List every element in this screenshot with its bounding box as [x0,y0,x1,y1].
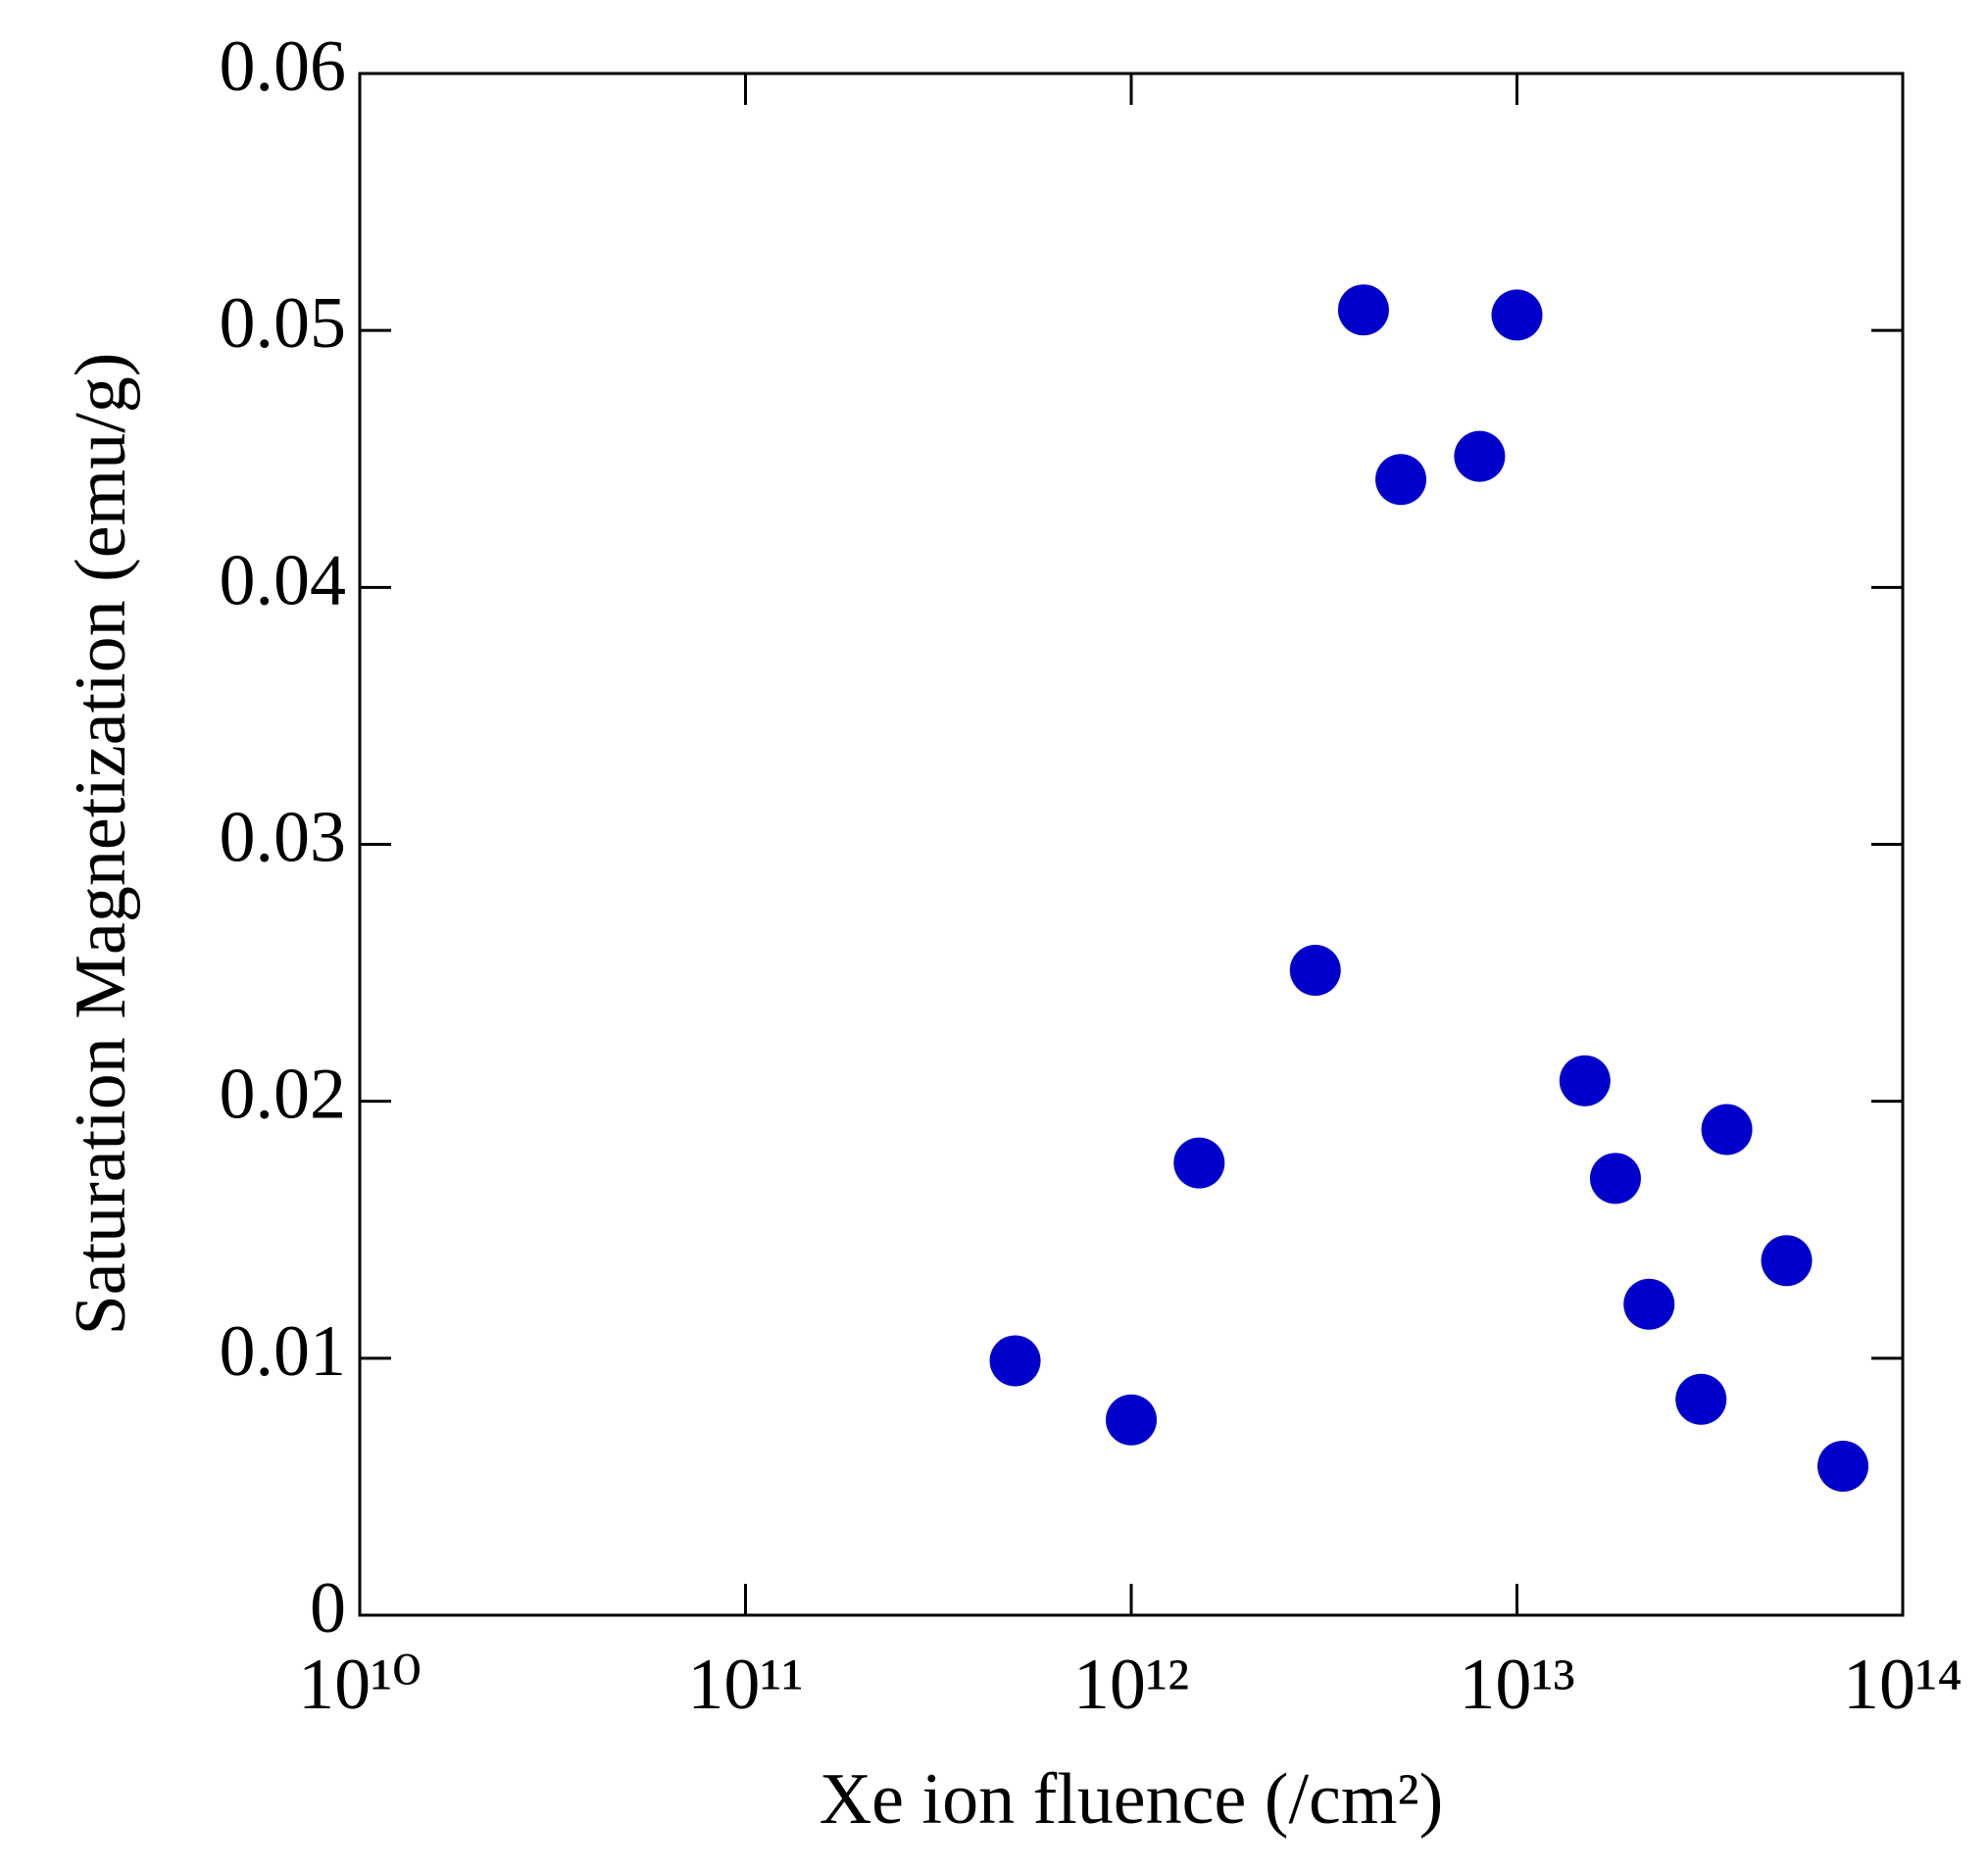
x-tick-label: 10¹³ [1459,1645,1574,1725]
point [1289,944,1341,996]
x-axis-label: Xe ion fluence (/cm²) [820,1759,1444,1840]
y-tick-label: 0.02 [220,1055,347,1135]
y-axis-label: Saturation Magnetization (emu/g) [61,353,141,1336]
point [1559,1055,1611,1107]
point [1375,454,1427,506]
point [1589,1153,1641,1205]
point [1701,1104,1753,1156]
y-tick-label: 0.03 [220,797,347,877]
y-tick-label: 0.04 [220,540,347,620]
x-tick-label: 10¹⁴ [1843,1645,1963,1725]
point [1454,430,1506,482]
point [1675,1373,1727,1425]
plot-frame [358,72,1905,1617]
point [1817,1440,1869,1492]
x-tick-label: 10¹⁰ [298,1645,422,1725]
y-tick-label: 0 [310,1568,346,1649]
point [1337,284,1389,336]
x-tick-label: 10¹² [1073,1645,1189,1725]
point [1106,1394,1157,1446]
point [1173,1137,1225,1189]
point [1761,1235,1813,1287]
y-tick-label: 0.06 [220,26,347,107]
x-tick-label: 10¹¹ [687,1645,803,1725]
y-tick-label: 0.05 [220,283,347,364]
point [989,1335,1041,1387]
point [1623,1278,1675,1330]
point [1491,289,1543,341]
y-tick-label: 0.01 [220,1311,347,1392]
